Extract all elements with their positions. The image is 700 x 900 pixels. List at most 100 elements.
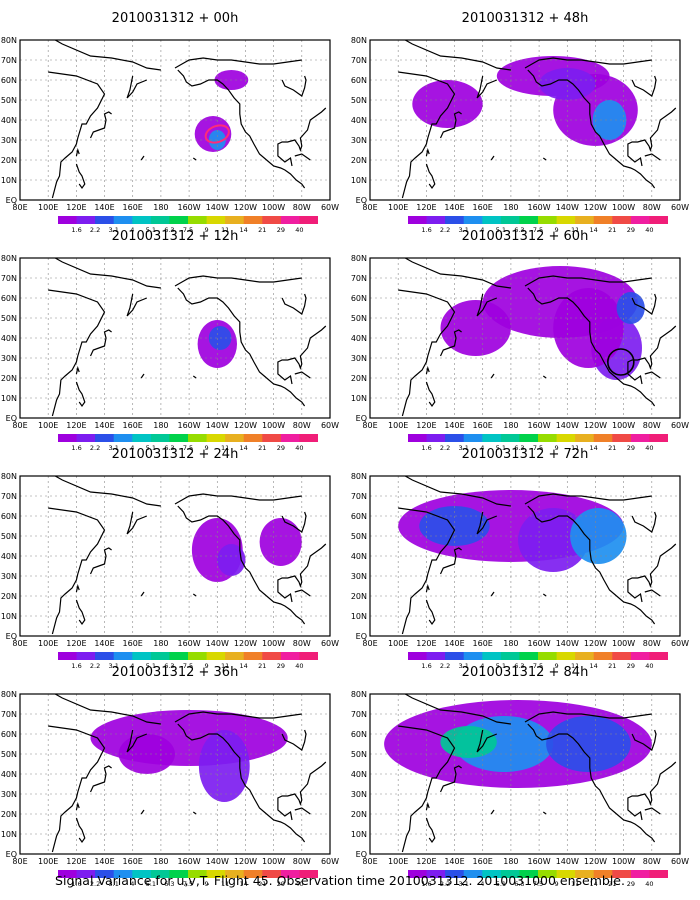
colorbar-label: 4 [130,662,134,670]
coastline [490,809,495,815]
lon-tick-label: 80E [362,421,377,430]
panel-1: 2010031312 + 00h EQ 10N 20N 30N 40N 50N 60N 70N… [1,11,339,234]
colorbar-label: 4 [130,444,134,452]
panel-3: 2010031312 + 12h EQ 10N 20N 30N 40N 50N 60N 70N… [1,229,339,452]
colorbar-swatch [150,216,170,224]
colorbar-swatch [538,652,558,660]
colorbar-swatch [299,434,318,442]
coastline [527,505,656,625]
lon-tick-label: 100W [262,421,285,430]
highlight-ellipse [204,124,230,144]
colorbar-label: 40 [295,880,303,888]
coastline [89,547,112,575]
panel-title: 2010031312 + 72h [462,447,589,462]
coastline [277,325,327,370]
lat-tick-label: 60N [1,512,17,521]
coastline [75,381,86,408]
variance-region [259,518,302,566]
colorbar-label: 7.5 [533,226,543,234]
lat-tick-label: 10N [351,176,367,185]
coastline [425,801,430,811]
lat-tick-label: 70N [351,56,367,65]
lat-tick-label: 80N [1,36,17,45]
colorbar-swatch [445,652,465,660]
colorbar-label: 4 [130,226,134,234]
colorbar-swatch [188,870,208,878]
colorbar-swatch [76,870,96,878]
lat-tick-label: 70N [351,274,367,283]
colorbar-swatch [95,434,115,442]
coastline [75,147,80,157]
lat-tick-label: 30N [1,572,17,581]
colorbar-swatch [132,652,152,660]
colorbar-label: 1.6 [71,662,81,670]
colorbar-label: 6.3 [514,880,524,888]
colorbar-label: 3.1 [109,444,119,452]
lon-tick-label: 180 [503,203,518,212]
map: EQ 10N 20N 30N 40N 50N 60N 70N 80N 80E 100E 120E 140… [351,690,689,888]
lon-tick-label: 80W [643,203,661,212]
colorbar-swatch [556,870,576,878]
colorbar-label: 11 [221,880,229,888]
lat-tick-label: 20N [1,374,17,383]
map: EQ 10N 20N 30N 40N 50N 60N 70N 80N 80E 100E 120E 140… [1,690,339,888]
panel-2: 2010031312 + 48h EQ 10N 20N 30N 40N 50N 60N 70N… [351,11,689,234]
colorbar-swatch [630,652,650,660]
variance-region [440,726,497,758]
panel-title: 2010031312 + 48h [462,11,589,26]
lon-tick-label: 100E [38,857,58,866]
colorbar-label: 29 [277,226,285,234]
lon-tick-label: 160E [123,857,143,866]
lon-tick-label: 100W [262,203,285,212]
coastline [524,711,652,723]
colorbar-swatch [482,870,502,878]
coastline [89,329,112,357]
colorbar-label: 7.5 [183,444,193,452]
lat-tick-label: 80N [1,690,17,699]
lon-tick-label: 80E [12,421,27,430]
coastline [398,71,456,199]
colorbar-swatch [593,434,613,442]
colorbar-swatch [538,216,558,224]
lat-tick-label: 20N [1,592,17,601]
lat-tick-label: 70N [351,710,367,719]
colorbar: 1.6 2.2 3.1 4 5.1 6.3 7.5 9 11 14 21 29 40 [408,652,668,670]
colorbar-swatch [556,652,576,660]
colorbar-swatch [426,434,446,442]
lat-tick-label: 40N [1,334,17,343]
colorbar-swatch [408,434,428,442]
lat-tick-label: EQ [6,850,17,859]
colorbar-label: 29 [277,444,285,452]
lon-tick-label: 120W [234,203,257,212]
colorbar-label: 21 [608,662,616,670]
colorbar-swatch [482,434,502,442]
coastline [75,801,80,811]
lon-tick-label: 60W [671,639,689,648]
variance-region [546,716,631,772]
coastline [476,293,498,317]
lat-tick-label: 10N [1,830,17,839]
lon-tick-label: 80E [12,639,27,648]
lat-tick-label: 50N [351,750,367,759]
coastline [192,375,197,379]
figure-caption: Signal Variance for u,v,T. Flight 45. Ob… [55,873,625,888]
colorbar-swatch [150,434,170,442]
lat-tick-label: 60N [351,512,367,521]
colorbar-swatch [426,216,446,224]
lon-tick-label: 100E [388,857,408,866]
lon-tick-label: 160W [178,639,201,648]
coastline [644,807,661,815]
colorbar-label: 3.1 [109,226,119,234]
coastline [490,591,495,597]
colorbar-label: 9 [555,662,559,670]
lon-tick-label: 100E [388,639,408,648]
lon-tick-label: 180 [503,639,518,648]
colorbar-swatch [630,216,650,224]
coastline [294,807,311,815]
lon-tick-label: 80W [643,857,661,866]
variance-region [570,508,627,564]
lon-tick-label: 180 [153,639,168,648]
colorbar-swatch [500,870,520,878]
lon-tick-label: 100E [38,639,58,648]
lon-tick-label: 100W [612,421,635,430]
